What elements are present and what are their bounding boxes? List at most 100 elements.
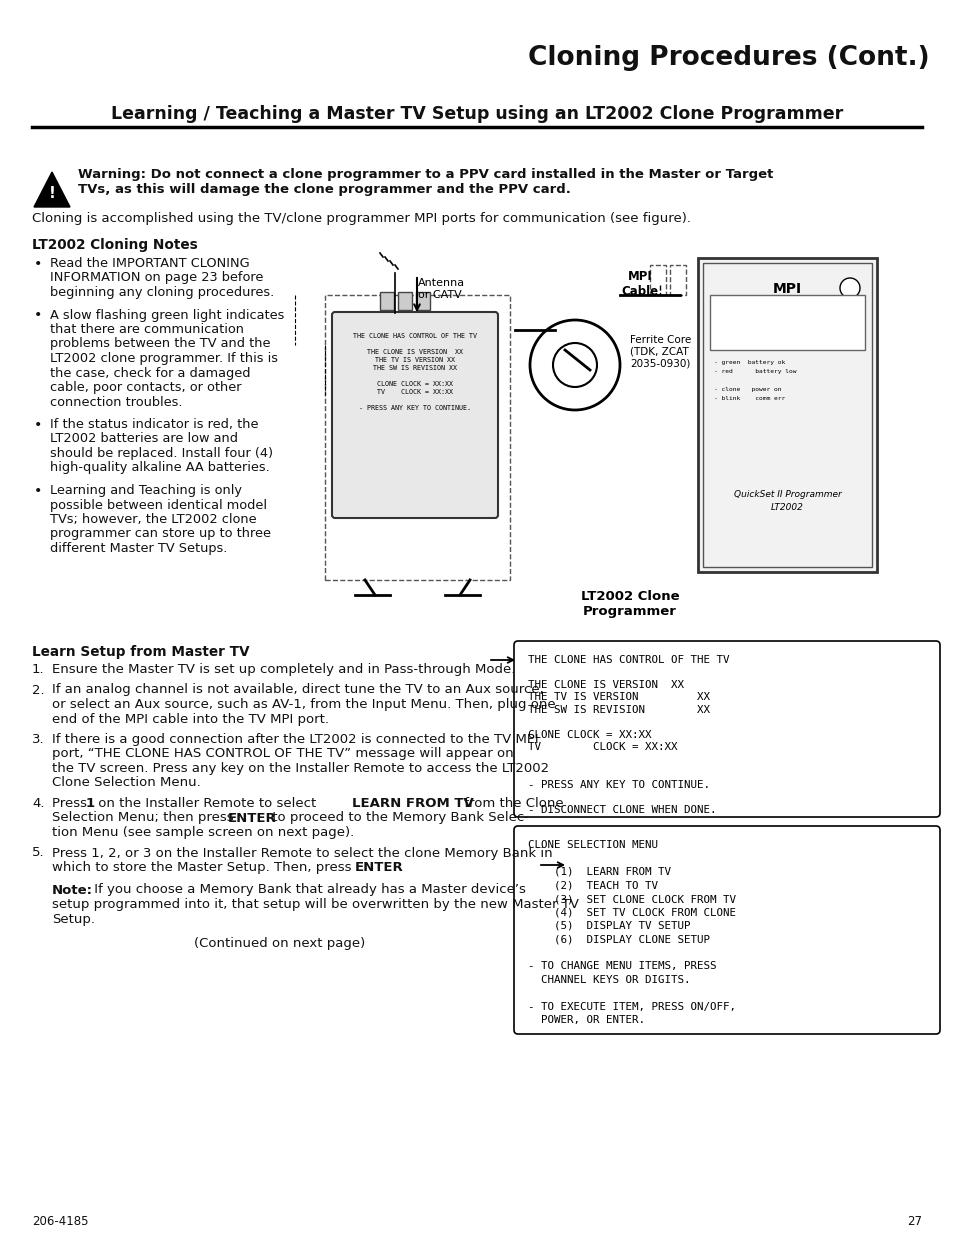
Text: TVs, as this will damage the clone programmer and the PPV card.: TVs, as this will damage the clone progr… xyxy=(78,183,570,196)
Text: cable, poor contacts, or other: cable, poor contacts, or other xyxy=(50,382,241,394)
Text: 206-4185: 206-4185 xyxy=(32,1215,89,1228)
Bar xyxy=(416,291,430,310)
FancyBboxPatch shape xyxy=(698,258,876,572)
Text: that there are communication: that there are communication xyxy=(50,324,244,336)
Text: - TO EXECUTE ITEM, PRESS ON/OFF,: - TO EXECUTE ITEM, PRESS ON/OFF, xyxy=(527,1002,735,1011)
Text: which to store the Master Setup. Then, press: which to store the Master Setup. Then, p… xyxy=(52,861,355,874)
FancyBboxPatch shape xyxy=(332,312,497,517)
Text: THE CLONE HAS CONTROL OF THE TV: THE CLONE HAS CONTROL OF THE TV xyxy=(353,333,476,338)
Text: different Master TV Setups.: different Master TV Setups. xyxy=(50,542,227,555)
Text: on the Installer Remote to select: on the Installer Remote to select xyxy=(94,797,320,810)
Text: (4)  SET TV CLOCK FROM CLONE: (4) SET TV CLOCK FROM CLONE xyxy=(527,908,735,918)
Text: high-quality alkaline AA batteries.: high-quality alkaline AA batteries. xyxy=(50,462,270,474)
Text: •: • xyxy=(34,309,42,322)
Text: CLONE CLOCK = XX:XX: CLONE CLOCK = XX:XX xyxy=(376,382,453,387)
Text: 1.: 1. xyxy=(32,663,45,676)
Text: If an analog channel is not available, direct tune the TV to an Aux source,: If an analog channel is not available, d… xyxy=(52,683,543,697)
Text: (2)  TEACH TO TV: (2) TEACH TO TV xyxy=(527,881,658,890)
Text: Learning / Teaching a Master TV Setup using an LT2002 Clone Programmer: Learning / Teaching a Master TV Setup us… xyxy=(111,105,842,124)
Text: 2.: 2. xyxy=(32,683,45,697)
Text: the case, check for a damaged: the case, check for a damaged xyxy=(50,367,251,379)
Text: CLONE CLOCK = XX:XX: CLONE CLOCK = XX:XX xyxy=(527,730,651,740)
Text: If the status indicator is red, the: If the status indicator is red, the xyxy=(50,417,258,431)
Text: THE TV IS VERSION XX: THE TV IS VERSION XX xyxy=(375,357,455,363)
Text: the TV screen. Press any key on the Installer Remote to access the LT2002: the TV screen. Press any key on the Inst… xyxy=(52,762,549,776)
Text: !: ! xyxy=(49,186,55,201)
Text: Ferrite Core
(TDK, ZCAT
2035-0930): Ferrite Core (TDK, ZCAT 2035-0930) xyxy=(629,335,691,368)
Text: THE CLONE IS VERSION  XX: THE CLONE IS VERSION XX xyxy=(527,680,683,690)
Text: Ensure the Master TV is set up completely and in Pass-through Mode.: Ensure the Master TV is set up completel… xyxy=(52,663,515,676)
Text: problems between the TV and the: problems between the TV and the xyxy=(50,337,271,351)
Text: - PRESS ANY KEY TO CONTINUE.: - PRESS ANY KEY TO CONTINUE. xyxy=(358,405,471,411)
Text: THE SW IS REVISION XX: THE SW IS REVISION XX xyxy=(373,366,456,370)
FancyBboxPatch shape xyxy=(514,826,939,1034)
Text: MPI: MPI xyxy=(772,282,801,296)
Text: QuickSet II Programmer: QuickSet II Programmer xyxy=(733,490,841,499)
Text: •: • xyxy=(34,417,42,432)
Text: .: . xyxy=(393,861,396,874)
Text: LT2002 Cloning Notes: LT2002 Cloning Notes xyxy=(32,238,197,252)
Text: beginning any cloning procedures.: beginning any cloning procedures. xyxy=(50,287,274,299)
Text: - TO CHANGE MENU ITEMS, PRESS: - TO CHANGE MENU ITEMS, PRESS xyxy=(527,962,716,972)
Text: LT2002 Clone
Programmer: LT2002 Clone Programmer xyxy=(580,590,679,618)
Text: THE CLONE HAS CONTROL OF THE TV: THE CLONE HAS CONTROL OF THE TV xyxy=(527,655,729,664)
Text: THE TV IS VERSION         XX: THE TV IS VERSION XX xyxy=(527,693,709,703)
Text: - green  battery ok: - green battery ok xyxy=(713,359,784,366)
Text: setup programmed into it, that setup will be overwritten by the new Master TV: setup programmed into it, that setup wil… xyxy=(52,898,578,911)
Text: If there is a good connection after the LT2002 is connected to the TV MPI: If there is a good connection after the … xyxy=(52,734,538,746)
Text: 1: 1 xyxy=(86,797,95,810)
Text: possible between identical model: possible between identical model xyxy=(50,499,267,511)
Text: Selection Menu; then press: Selection Menu; then press xyxy=(52,811,237,825)
Ellipse shape xyxy=(388,311,401,331)
Text: - blink    comm err: - blink comm err xyxy=(713,396,784,401)
Text: LT2002: LT2002 xyxy=(770,503,803,513)
Text: 3.: 3. xyxy=(32,734,45,746)
Text: ENTER: ENTER xyxy=(228,811,276,825)
Text: Read the IMPORTANT CLONING: Read the IMPORTANT CLONING xyxy=(50,257,250,270)
Text: Learn Setup from Master TV: Learn Setup from Master TV xyxy=(32,645,250,659)
Text: Antenna
or CATV: Antenna or CATV xyxy=(417,278,465,300)
Text: should be replaced. Install four (4): should be replaced. Install four (4) xyxy=(50,447,273,459)
Text: Press 1, 2, or 3 on the Installer Remote to select the clone Memory Bank in: Press 1, 2, or 3 on the Installer Remote… xyxy=(52,846,552,860)
Text: (Continued on next page): (Continued on next page) xyxy=(194,937,365,950)
Text: LT2002 batteries are low and: LT2002 batteries are low and xyxy=(50,432,237,446)
Text: POWER, OR ENTER.: POWER, OR ENTER. xyxy=(527,1015,644,1025)
Text: •: • xyxy=(34,484,42,498)
Text: Warning: Do not connect a clone programmer to a PPV card installed in the Master: Warning: Do not connect a clone programm… xyxy=(78,168,773,182)
Text: LT2002 clone programmer. If this is: LT2002 clone programmer. If this is xyxy=(50,352,277,366)
Text: (6)  DISPLAY CLONE SETUP: (6) DISPLAY CLONE SETUP xyxy=(527,935,709,945)
Text: 5.: 5. xyxy=(32,846,45,860)
Text: to proceed to the Memory Bank Selec-: to proceed to the Memory Bank Selec- xyxy=(268,811,529,825)
Text: - DISCONNECT CLONE WHEN DONE.: - DISCONNECT CLONE WHEN DONE. xyxy=(527,805,716,815)
Text: end of the MPI cable into the TV MPI port.: end of the MPI cable into the TV MPI por… xyxy=(52,713,329,725)
Text: INFORMATION on page 23 before: INFORMATION on page 23 before xyxy=(50,272,263,284)
Text: TVs; however, the LT2002 clone: TVs; however, the LT2002 clone xyxy=(50,513,256,526)
Polygon shape xyxy=(34,172,70,207)
Text: TV        CLOCK = XX:XX: TV CLOCK = XX:XX xyxy=(527,742,677,752)
Text: programmer can store up to three: programmer can store up to three xyxy=(50,527,271,541)
Text: Cloning is accomplished using the TV/clone programmer MPI ports for communicatio: Cloning is accomplished using the TV/clo… xyxy=(32,212,690,225)
Text: CHANNEL KEYS OR DIGITS.: CHANNEL KEYS OR DIGITS. xyxy=(527,974,690,986)
Text: CLONE SELECTION MENU: CLONE SELECTION MENU xyxy=(527,840,658,850)
Text: THE CLONE IS VERSION  XX: THE CLONE IS VERSION XX xyxy=(367,350,462,354)
Text: or select an Aux source, such as AV-1, from the Input Menu. Then, plug one: or select an Aux source, such as AV-1, f… xyxy=(52,698,555,711)
Text: •: • xyxy=(34,257,42,270)
Text: THE SW IS REVISION        XX: THE SW IS REVISION XX xyxy=(527,705,709,715)
Text: Clone Selection Menu.: Clone Selection Menu. xyxy=(52,777,200,789)
Text: - red      battery low: - red battery low xyxy=(713,369,796,374)
Text: Press: Press xyxy=(52,797,91,810)
Text: (3)  SET CLONE CLOCK FROM TV: (3) SET CLONE CLOCK FROM TV xyxy=(527,894,735,904)
Text: - clone   power on: - clone power on xyxy=(713,387,781,391)
Bar xyxy=(669,266,685,295)
Text: MPI
Cable: MPI Cable xyxy=(620,270,658,298)
Text: connection troubles.: connection troubles. xyxy=(50,395,182,409)
Text: Note:: Note: xyxy=(52,883,92,897)
Circle shape xyxy=(840,278,859,298)
Text: 27: 27 xyxy=(906,1215,921,1228)
Bar xyxy=(325,295,510,580)
Text: port, “THE CLONE HAS CONTROL OF THE TV” message will appear on: port, “THE CLONE HAS CONTROL OF THE TV” … xyxy=(52,747,513,761)
Bar xyxy=(709,295,864,350)
Text: Learning and Teaching is only: Learning and Teaching is only xyxy=(50,484,242,496)
Bar xyxy=(379,291,394,310)
Text: LEARN FROM TV: LEARN FROM TV xyxy=(352,797,474,810)
